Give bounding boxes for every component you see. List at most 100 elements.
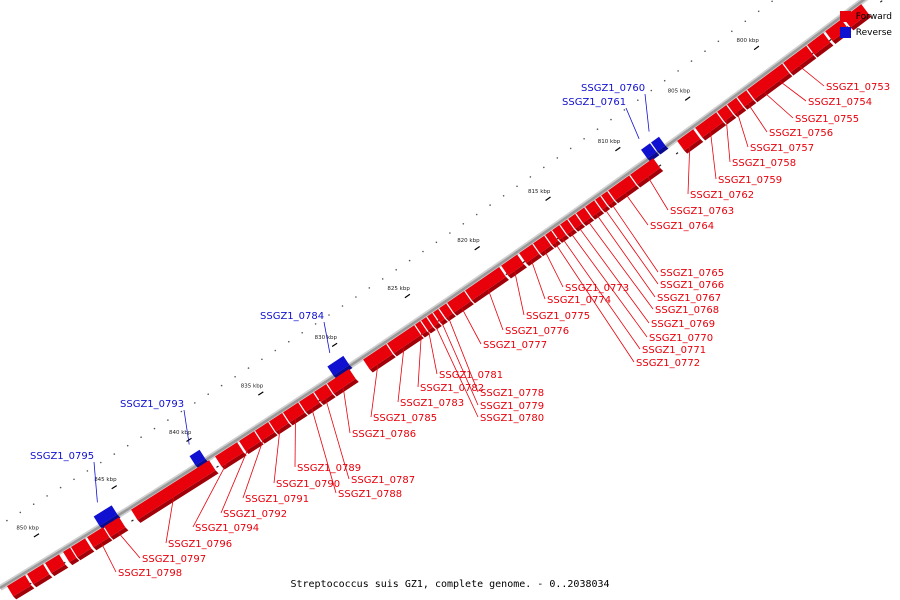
gene-block-SSGZ1_0769[interactable]: [568, 213, 586, 232]
gene-label-ssgz1_0772[interactable]: SSGZ1_0772: [636, 358, 700, 369]
leader-line: [370, 358, 379, 418]
gene-label-ssgz1_0795[interactable]: SSGZ1_0795: [30, 451, 94, 462]
gene-label-ssgz1_0797[interactable]: SSGZ1_0797: [142, 554, 206, 565]
gene-block-SSGZ1_0770[interactable]: [560, 219, 578, 238]
gene-label-ssgz1_0787[interactable]: SSGZ1_0787: [351, 475, 415, 486]
gene-label-ssgz1_0770[interactable]: SSGZ1_0770: [649, 333, 713, 344]
gene-label-ssgz1_0760[interactable]: SSGZ1_0760: [581, 83, 645, 94]
gene-block-SSGZ1_0791[interactable]: [255, 422, 278, 444]
gene-label-ssgz1_0757[interactable]: SSGZ1_0757: [750, 143, 814, 154]
gene-label-ssgz1_0791[interactable]: SSGZ1_0791: [245, 494, 309, 505]
gene-block-partial-1[interactable]: [63, 547, 80, 566]
gene-label-ssgz1_0755[interactable]: SSGZ1_0755: [795, 114, 859, 125]
gene-block-SSGZ1_0760[interactable]: [650, 136, 669, 155]
gene-block-SSGZ1_0765[interactable]: [601, 191, 618, 209]
gene-label-ssgz1_0768[interactable]: SSGZ1_0768: [655, 305, 719, 316]
gene-label-ssgz1_0794[interactable]: SSGZ1_0794: [195, 523, 259, 534]
gene-block-SSGZ1_0787[interactable]: [314, 384, 336, 406]
gene-block-SSGZ1_0775[interactable]: [501, 254, 527, 279]
gene-block-SSGZ1_0798[interactable]: [87, 527, 113, 551]
gene-shade: [657, 145, 669, 155]
gene-block-SSGZ1_0774[interactable]: [519, 244, 543, 267]
gene-block-SSGZ1_0766[interactable]: [595, 196, 611, 213]
gene-label-ssgz1_0777[interactable]: SSGZ1_0777: [483, 340, 547, 351]
gene-label-ssgz1_0769[interactable]: SSGZ1_0769: [651, 319, 715, 330]
gene-block-SSGZ1_0753[interactable]: [807, 32, 834, 58]
gene-block-SSGZ1_0784[interactable]: [327, 355, 353, 379]
gene-label-ssgz1_0774[interactable]: SSGZ1_0774: [547, 295, 611, 306]
gene-block-SSGZ1_0772[interactable]: [545, 230, 562, 248]
gene-label-ssgz1_0771[interactable]: SSGZ1_0771: [642, 345, 706, 356]
gene-block-SSGZ1_0783[interactable]: [387, 325, 424, 357]
gene-block-SSGZ1_0786[interactable]: [327, 368, 359, 397]
gene-block-SSGZ1_0785[interactable]: [363, 344, 396, 373]
gene-block-SSGZ1_0778[interactable]: [439, 303, 456, 322]
gene-label-ssgz1_0784[interactable]: SSGZ1_0784: [260, 311, 324, 322]
gene-label-ssgz1_0792[interactable]: SSGZ1_0792: [223, 509, 287, 520]
gene-block-SSGZ1_0793[interactable]: [189, 449, 209, 469]
gene-label-ssgz1_0764[interactable]: SSGZ1_0764: [650, 221, 714, 232]
gene-block-SSGZ1_0756[interactable]: [737, 90, 757, 110]
gene-block-SSGZ1_0755[interactable]: [747, 63, 793, 103]
gene-label-ssgz1_0776[interactable]: SSGZ1_0776: [505, 326, 569, 337]
gene-label-ssgz1_0773[interactable]: SSGZ1_0773: [565, 283, 629, 294]
gene-label-ssgz1_0778[interactable]: SSGZ1_0778: [480, 388, 544, 399]
gene-block-SSGZ1_0789[interactable]: [283, 402, 308, 426]
gene-block-SSGZ1_0758[interactable]: [717, 105, 737, 125]
gene-block-SSGZ1_0792[interactable]: [239, 431, 264, 455]
gene-face: [519, 244, 540, 264]
gene-block-partial-3[interactable]: [27, 564, 53, 588]
scale-tick-label: 800 kbp: [737, 38, 760, 44]
gene-label-ssgz1_0756[interactable]: SSGZ1_0756: [769, 128, 833, 139]
gene-block-SSGZ1_0764[interactable]: [608, 175, 640, 204]
gene-label-ssgz1_0788[interactable]: SSGZ1_0788: [338, 489, 402, 500]
gene-block-SSGZ1_0767[interactable]: [585, 200, 605, 220]
gene-label-ssgz1_0763[interactable]: SSGZ1_0763: [670, 206, 734, 217]
gene-label-ssgz1_0781[interactable]: SSGZ1_0781: [439, 370, 503, 381]
gene-label-ssgz1_0762[interactable]: SSGZ1_0762: [690, 190, 754, 201]
gene-label-ssgz1_0790[interactable]: SSGZ1_0790: [276, 479, 340, 490]
gene-block-SSGZ1_0780[interactable]: [427, 313, 442, 330]
gene-block-SSGZ1_0781[interactable]: [421, 317, 436, 334]
gene-block-partial-0[interactable]: [71, 538, 95, 561]
gene-block-SSGZ1_0757[interactable]: [727, 97, 747, 118]
gene-label-ssgz1_0793[interactable]: SSGZ1_0793: [120, 399, 184, 410]
gene-label-ssgz1_0765[interactable]: SSGZ1_0765: [660, 268, 724, 279]
gene-label-ssgz1_0766[interactable]: SSGZ1_0766: [660, 280, 724, 291]
leader-line: [427, 325, 438, 375]
gene-label-ssgz1_0758[interactable]: SSGZ1_0758: [732, 158, 796, 169]
gene-block-partial-4[interactable]: [7, 575, 35, 600]
gene-block-SSGZ1_0759[interactable]: [695, 112, 727, 141]
gene-block-SSGZ1_0795[interactable]: [93, 505, 121, 529]
gene-label-ssgz1_0753[interactable]: SSGZ1_0753: [826, 82, 890, 93]
gene-block-SSGZ1_0773[interactable]: [533, 235, 555, 257]
gene-block-SSGZ1_0754[interactable]: [783, 45, 817, 76]
gene-label-ssgz1_0782[interactable]: SSGZ1_0782: [420, 383, 484, 394]
gene-label-ssgz1_0754[interactable]: SSGZ1_0754: [808, 97, 872, 108]
gene-label-ssgz1_0789[interactable]: SSGZ1_0789: [297, 463, 361, 474]
gene-label-ssgz1_0786[interactable]: SSGZ1_0786: [352, 429, 416, 440]
gene-label-ssgz1_0779[interactable]: SSGZ1_0779: [480, 401, 544, 412]
gene-label-ssgz1_0780[interactable]: SSGZ1_0780: [480, 413, 544, 424]
gene-label-ssgz1_0775[interactable]: SSGZ1_0775: [526, 311, 590, 322]
gene-block-SSGZ1_0771[interactable]: [552, 225, 570, 243]
gene-block-SSGZ1_0762[interactable]: [677, 129, 704, 154]
gene-block-SSGZ1_0776[interactable]: [465, 267, 509, 304]
gene-block-SSGZ1_0761[interactable]: [640, 143, 660, 162]
gene-block-SSGZ1_0794[interactable]: [215, 442, 247, 470]
gene-block-SSGZ1_0788[interactable]: [299, 392, 323, 415]
gene-label-ssgz1_0783[interactable]: SSGZ1_0783: [400, 398, 464, 409]
leader-line: [486, 285, 504, 331]
gene-block-SSGZ1_0763[interactable]: [630, 158, 664, 188]
gene-block-SSGZ1_0777[interactable]: [447, 291, 474, 316]
gene-block-partial-2[interactable]: [45, 554, 69, 577]
gene-label-ssgz1_0759[interactable]: SSGZ1_0759: [718, 175, 782, 186]
gene-block-SSGZ1_0782[interactable]: [415, 321, 430, 338]
gene-block-SSGZ1_0796[interactable]: [131, 460, 219, 523]
gene-label-ssgz1_0761[interactable]: SSGZ1_0761: [562, 97, 626, 108]
gene-label-ssgz1_0767[interactable]: SSGZ1_0767: [657, 293, 721, 304]
gene-label-ssgz1_0796[interactable]: SSGZ1_0796: [168, 539, 232, 550]
gene-label-ssgz1_0785[interactable]: SSGZ1_0785: [373, 413, 437, 424]
scale-dot: [650, 89, 653, 92]
gene-label-ssgz1_0798[interactable]: SSGZ1_0798: [118, 568, 182, 579]
